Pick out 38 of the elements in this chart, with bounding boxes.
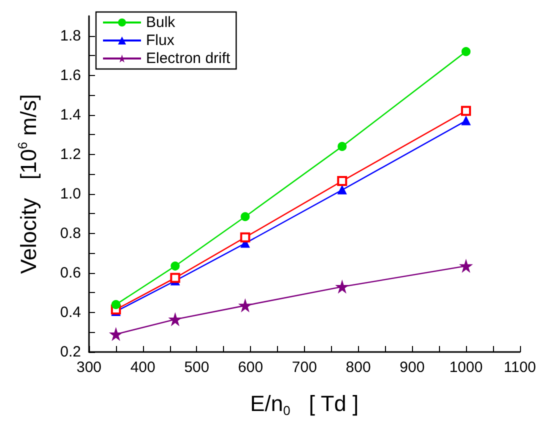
point — [169, 313, 182, 326]
point — [462, 116, 471, 126]
point — [337, 176, 348, 186]
y-tick-label: 1.0 — [60, 185, 81, 202]
x-tick-label: 800 — [346, 359, 371, 376]
x-tick-label: 1000 — [449, 359, 483, 376]
y-tick-label: 1.2 — [60, 146, 81, 163]
legend-label: Bulk — [146, 14, 176, 31]
point — [240, 212, 250, 222]
x-tick-label: 300 — [76, 359, 102, 376]
point — [336, 280, 348, 293]
point — [239, 300, 252, 312]
point — [110, 328, 122, 340]
y-tick-label: 1.6 — [60, 66, 81, 84]
y-tick-label: 1.4 — [60, 106, 81, 124]
y-tick-label: 0.4 — [60, 304, 81, 321]
point — [240, 232, 250, 242]
point — [170, 272, 180, 283]
point — [460, 260, 472, 272]
x-tick-label: 900 — [400, 359, 425, 376]
point — [170, 262, 180, 271]
y-tick-label: 0.6 — [60, 264, 81, 282]
x-tick-label: 400 — [130, 359, 156, 376]
point — [111, 300, 120, 310]
point — [461, 106, 472, 116]
point — [462, 47, 471, 56]
legend-label: Electron drift — [146, 50, 232, 67]
x-tick-label: 600 — [238, 359, 264, 376]
x-tick-label: 500 — [184, 359, 210, 376]
point — [338, 142, 347, 151]
y-axis-title: Velocity [106 m/s] — [15, 94, 41, 274]
legend-label: Flux — [146, 32, 175, 49]
x-tick-label: 1100 — [504, 359, 536, 376]
y-tick-label: 0.8 — [60, 224, 81, 242]
y-tick-label: 1.8 — [60, 27, 81, 44]
point — [338, 185, 347, 194]
y-tick-label: 0.2 — [60, 344, 81, 360]
x-tick-label: 700 — [292, 359, 317, 376]
